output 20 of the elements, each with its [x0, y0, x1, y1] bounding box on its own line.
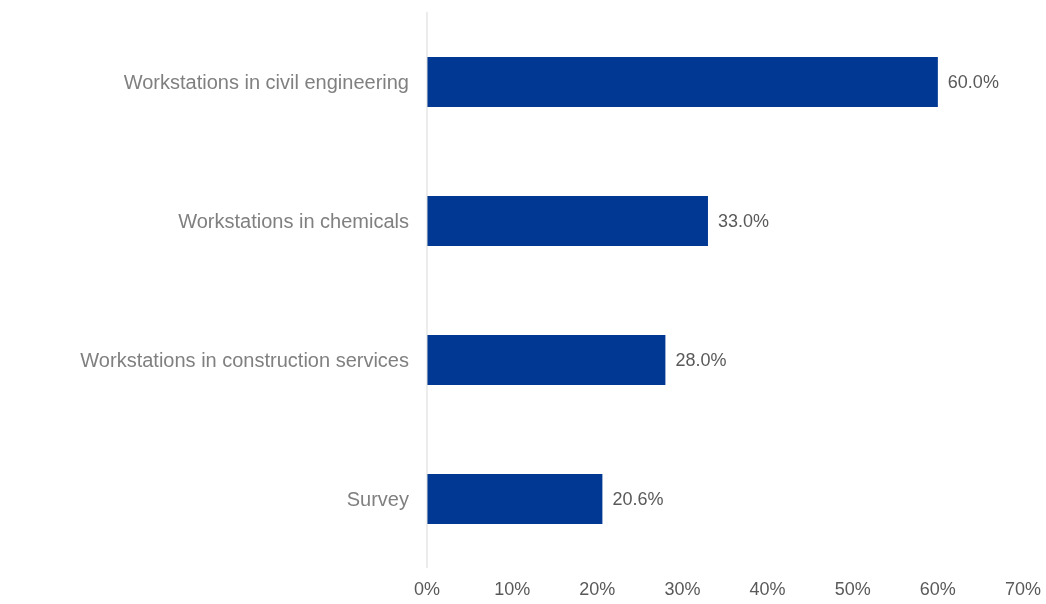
x-tick-label: 70%: [1004, 578, 1042, 599]
x-tick-label: 30%: [664, 578, 701, 599]
x-tick-label: 0%: [413, 578, 441, 599]
bar: [427, 335, 666, 385]
bar: [427, 474, 603, 524]
data-label: 60.0%: [947, 72, 999, 93]
data-label: 33.0%: [717, 211, 770, 232]
y-tick-label: Workstations in construction services: [80, 348, 409, 371]
y-tick-label: Workstations in civil engineering: [123, 70, 409, 93]
y-tick-label: Workstations in chemicals: [178, 209, 409, 232]
data-label: 20.6%: [612, 489, 664, 510]
x-tick-label: 10%: [494, 578, 531, 599]
x-tick-label: 60%: [919, 578, 956, 599]
bar: [427, 57, 938, 107]
x-tick-label: 40%: [749, 578, 786, 599]
data-label: 28.0%: [675, 350, 727, 371]
x-tick-label: 50%: [834, 578, 871, 599]
x-tick-label: 20%: [579, 578, 616, 599]
y-tick-label: Survey: [346, 487, 409, 510]
bar: [427, 196, 708, 246]
